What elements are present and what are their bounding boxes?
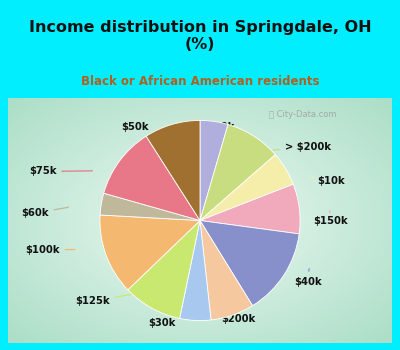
Wedge shape — [180, 220, 211, 321]
Wedge shape — [100, 215, 200, 290]
Wedge shape — [200, 125, 275, 220]
Text: Income distribution in Springdale, OH
(%): Income distribution in Springdale, OH (%… — [29, 20, 371, 52]
Wedge shape — [128, 220, 200, 318]
Text: $20k: $20k — [208, 122, 235, 138]
Text: $125k: $125k — [75, 294, 134, 306]
Wedge shape — [146, 120, 200, 220]
Text: $200k: $200k — [221, 302, 256, 323]
Text: $50k: $50k — [121, 122, 161, 139]
Text: $100k: $100k — [25, 245, 75, 255]
Wedge shape — [200, 220, 252, 320]
Text: Black or African American residents: Black or African American residents — [81, 75, 319, 88]
Wedge shape — [200, 184, 300, 234]
Text: $30k: $30k — [148, 305, 192, 328]
Text: $150k: $150k — [313, 211, 348, 225]
Wedge shape — [200, 220, 299, 306]
Wedge shape — [100, 193, 200, 220]
Text: $60k: $60k — [21, 207, 68, 218]
Wedge shape — [104, 136, 200, 220]
Wedge shape — [200, 120, 228, 220]
Text: ⓘ City-Data.com: ⓘ City-Data.com — [269, 110, 337, 119]
Text: > $200k: > $200k — [273, 142, 330, 152]
Text: $75k: $75k — [29, 167, 92, 176]
Text: $10k: $10k — [312, 176, 344, 186]
Text: $40k: $40k — [294, 269, 321, 287]
Wedge shape — [200, 155, 293, 220]
